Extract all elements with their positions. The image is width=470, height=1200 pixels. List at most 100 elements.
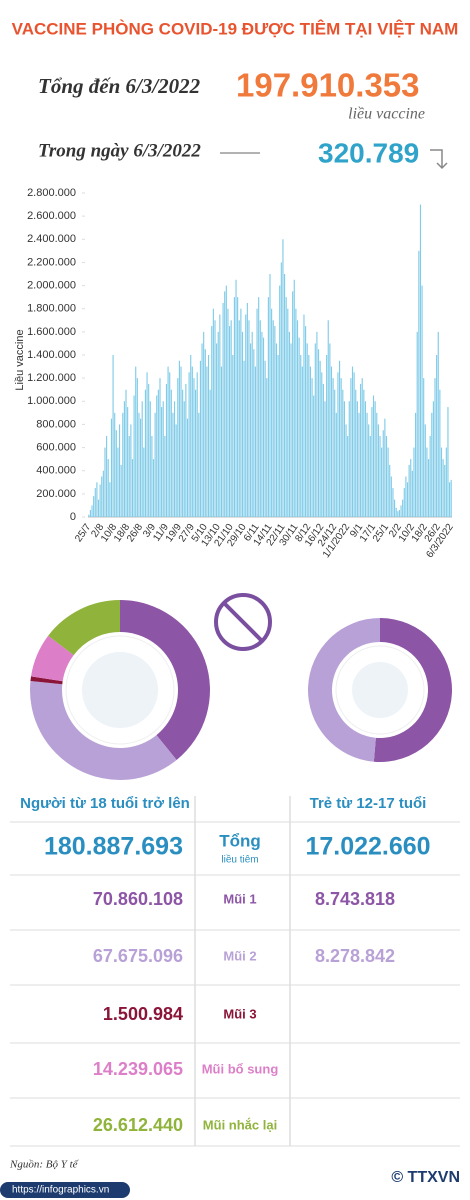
bar — [227, 308, 229, 517]
bar — [338, 360, 341, 517]
donut-segment — [30, 676, 63, 685]
bar — [203, 331, 205, 517]
bar — [361, 378, 363, 517]
y-tick-label: 200.000 — [36, 488, 76, 500]
bar — [107, 459, 109, 517]
bar — [418, 250, 420, 517]
bar — [214, 320, 216, 517]
bar — [161, 407, 163, 517]
bar — [224, 291, 226, 517]
bar — [219, 314, 221, 517]
bar — [104, 447, 106, 517]
bar — [238, 320, 240, 517]
bar — [324, 401, 326, 517]
y-tick-label: 800.000 — [36, 418, 76, 430]
y-tick-label: 2.200.000 — [27, 256, 76, 268]
bar — [148, 383, 150, 517]
bar — [230, 320, 232, 517]
bar — [360, 383, 362, 517]
bar — [209, 389, 211, 517]
bar — [434, 378, 436, 517]
bar — [101, 476, 103, 517]
bar — [292, 291, 294, 517]
bar — [283, 274, 286, 517]
bar — [183, 401, 185, 517]
y-tick-label: 1.800.000 — [27, 303, 76, 315]
bar — [165, 383, 168, 517]
bar — [235, 279, 237, 517]
url-pill — [0, 1182, 130, 1198]
bar — [127, 407, 129, 517]
bar — [159, 378, 161, 517]
bar — [449, 482, 451, 517]
table-header: Người từ 18 tuổi trở lên — [20, 795, 190, 812]
bar — [358, 412, 360, 517]
table-total: 17.022.660 — [305, 833, 430, 861]
bar — [185, 383, 187, 517]
bar — [305, 326, 307, 517]
table-value: 8.743.818 — [315, 889, 395, 909]
bar — [275, 343, 278, 517]
bar — [212, 308, 214, 517]
bar — [173, 401, 176, 517]
table-row-label: Mũi 3 — [223, 1006, 256, 1021]
bar — [157, 389, 159, 517]
bar — [303, 314, 305, 517]
bar — [445, 447, 447, 517]
bar — [436, 355, 438, 517]
bar — [371, 407, 373, 517]
bar — [285, 297, 287, 517]
no-virus-icon — [222, 601, 264, 643]
bar — [232, 355, 234, 517]
bar — [334, 389, 336, 517]
bar — [340, 378, 342, 517]
bar — [306, 343, 308, 517]
bar — [114, 412, 116, 517]
bar — [204, 349, 206, 517]
total-row-title: Tổng — [219, 831, 261, 850]
donut-segment — [29, 681, 177, 780]
bar — [311, 378, 313, 517]
total-row-subtitle: liều tiêm — [221, 854, 258, 866]
bar — [222, 302, 224, 517]
bar — [372, 395, 375, 517]
bar — [195, 389, 197, 517]
donut-segment — [31, 635, 74, 682]
bar — [233, 297, 235, 517]
bar — [146, 372, 148, 517]
bar — [364, 401, 367, 517]
bar — [277, 355, 279, 517]
bar — [389, 464, 391, 517]
bar — [88, 514, 90, 517]
bar — [400, 505, 402, 517]
bar — [110, 418, 113, 517]
total-value: 197.910.353 — [236, 67, 420, 104]
bar — [405, 476, 407, 517]
bar — [256, 308, 258, 517]
bar — [439, 389, 441, 517]
total-unit: liều vaccine — [348, 106, 425, 123]
bar — [135, 366, 137, 517]
bar — [345, 424, 347, 517]
bar — [442, 459, 444, 517]
bar — [335, 412, 337, 517]
bar — [175, 424, 177, 517]
bar — [296, 320, 299, 517]
bar — [117, 447, 119, 517]
bar — [431, 412, 433, 517]
bar — [93, 496, 95, 517]
bar — [152, 459, 155, 517]
bar — [167, 366, 169, 517]
bar — [282, 239, 284, 518]
table-row-label: Mũi nhắc lại — [203, 1117, 277, 1132]
bar — [423, 378, 425, 517]
bar — [366, 412, 368, 517]
table-total: 180.887.693 — [44, 833, 183, 861]
bar — [188, 372, 190, 517]
bar — [211, 326, 213, 517]
table-value: 26.612.440 — [93, 1115, 183, 1135]
bar — [118, 424, 121, 517]
bar — [300, 355, 302, 517]
bar — [402, 499, 404, 517]
bar — [133, 395, 135, 517]
